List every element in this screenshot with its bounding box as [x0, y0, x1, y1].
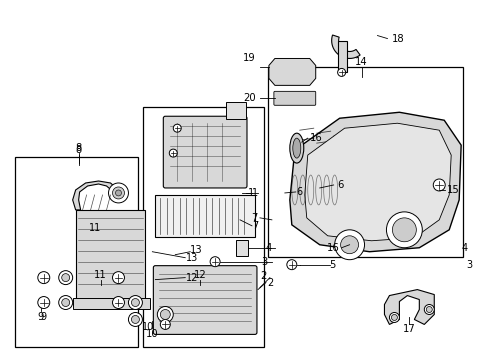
Text: 9: 9: [41, 312, 47, 323]
Circle shape: [59, 296, 73, 310]
FancyBboxPatch shape: [273, 91, 315, 105]
Circle shape: [128, 312, 142, 327]
Circle shape: [386, 212, 422, 248]
Text: 16: 16: [309, 133, 322, 143]
Text: 17: 17: [402, 324, 415, 334]
Text: 4: 4: [265, 243, 271, 253]
Polygon shape: [384, 289, 433, 324]
Ellipse shape: [292, 138, 300, 158]
Text: 3: 3: [465, 260, 471, 270]
Circle shape: [392, 218, 415, 242]
Bar: [155, 195, 254, 237]
Circle shape: [157, 306, 173, 323]
Circle shape: [432, 179, 444, 191]
Circle shape: [112, 187, 124, 199]
Text: 6: 6: [296, 187, 302, 197]
Text: 11: 11: [89, 222, 102, 233]
Circle shape: [115, 190, 121, 196]
Text: 6: 6: [337, 180, 344, 190]
Circle shape: [390, 315, 397, 320]
Text: 13: 13: [186, 253, 198, 263]
Circle shape: [131, 298, 139, 306]
Circle shape: [388, 312, 399, 323]
Text: 2: 2: [260, 271, 266, 281]
Text: 1: 1: [247, 188, 253, 198]
Circle shape: [424, 305, 433, 315]
Text: 20: 20: [243, 93, 255, 103]
Text: 2: 2: [266, 278, 272, 288]
Text: 19: 19: [243, 54, 255, 63]
Circle shape: [340, 236, 358, 254]
Circle shape: [210, 257, 220, 267]
Text: 10: 10: [142, 323, 154, 332]
Text: 1: 1: [251, 188, 258, 198]
Circle shape: [131, 315, 139, 323]
Circle shape: [173, 124, 181, 132]
Bar: [15, 157, 138, 347]
Polygon shape: [331, 35, 359, 58]
Text: 18: 18: [390, 33, 403, 44]
Text: 9: 9: [38, 312, 44, 323]
Text: 8: 8: [76, 145, 81, 155]
Text: 10: 10: [146, 329, 158, 339]
Text: 5: 5: [329, 260, 335, 270]
Polygon shape: [337, 41, 346, 72]
Text: 15: 15: [447, 185, 459, 195]
Circle shape: [160, 310, 170, 319]
Circle shape: [334, 230, 364, 260]
Text: 8: 8: [75, 143, 81, 153]
Circle shape: [169, 149, 177, 157]
Polygon shape: [73, 181, 118, 210]
Bar: [73, 298, 150, 310]
Circle shape: [128, 296, 142, 310]
Circle shape: [38, 272, 50, 284]
Circle shape: [112, 297, 124, 309]
Circle shape: [112, 272, 124, 284]
Circle shape: [337, 68, 345, 76]
Text: 7: 7: [251, 213, 258, 223]
Polygon shape: [289, 112, 460, 252]
Circle shape: [38, 297, 50, 309]
Text: 12: 12: [185, 273, 198, 283]
Circle shape: [108, 183, 128, 203]
FancyBboxPatch shape: [153, 266, 256, 334]
Bar: [236, 240, 247, 256]
FancyBboxPatch shape: [163, 116, 246, 188]
Text: 7: 7: [251, 221, 258, 231]
Circle shape: [286, 260, 296, 270]
Text: 3: 3: [261, 257, 267, 267]
Text: 11: 11: [94, 270, 107, 280]
Text: 12: 12: [193, 270, 206, 280]
Circle shape: [61, 298, 69, 306]
Text: 16: 16: [326, 243, 339, 253]
Circle shape: [426, 306, 431, 312]
Circle shape: [160, 319, 170, 329]
Bar: [267, 67, 462, 257]
Text: 13: 13: [189, 245, 202, 255]
Circle shape: [59, 271, 73, 285]
FancyBboxPatch shape: [225, 102, 245, 119]
Text: 4: 4: [460, 243, 466, 253]
Bar: [143, 107, 264, 347]
Ellipse shape: [289, 133, 303, 163]
Text: 14: 14: [354, 58, 367, 67]
Circle shape: [61, 274, 69, 282]
Polygon shape: [268, 58, 315, 85]
Bar: [76, 210, 145, 300]
Polygon shape: [304, 123, 450, 241]
